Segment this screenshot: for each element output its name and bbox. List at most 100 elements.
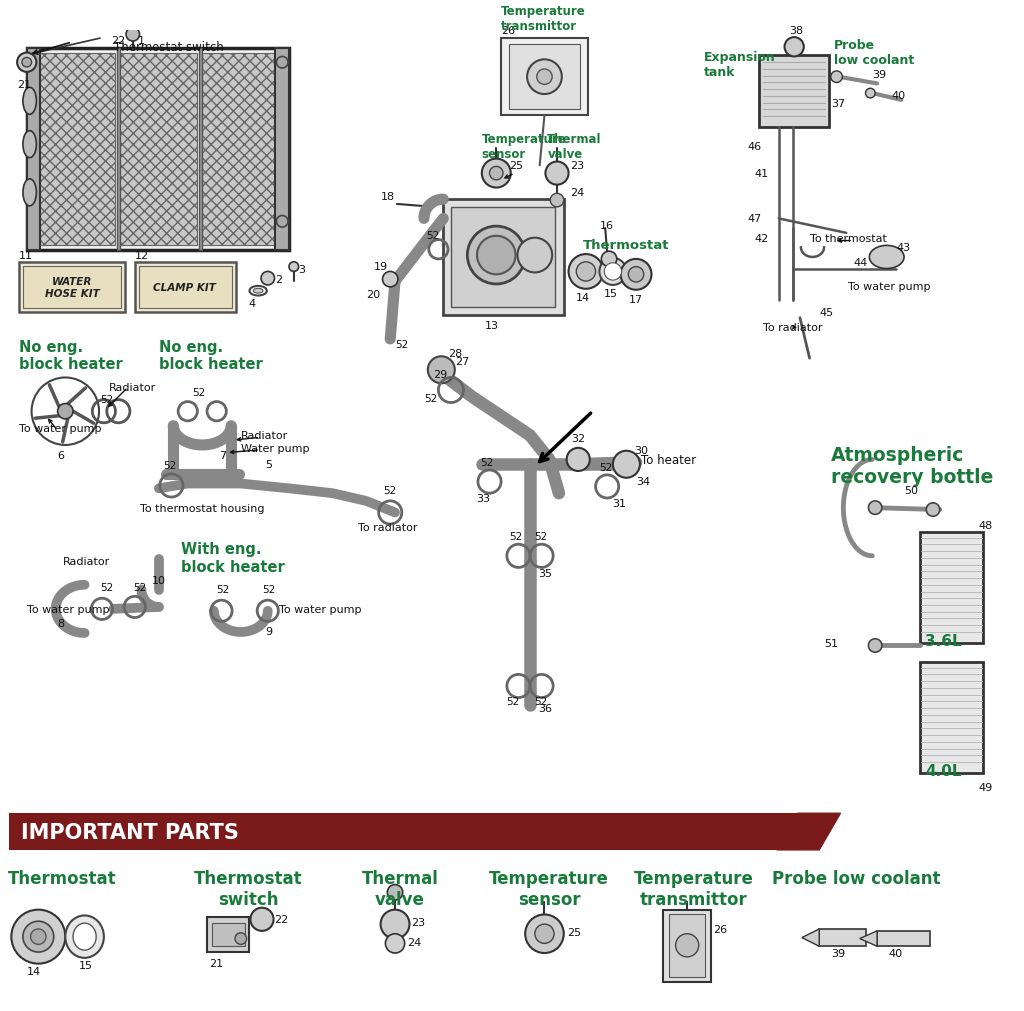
Bar <box>207 917 250 952</box>
Circle shape <box>251 908 273 931</box>
Text: 23: 23 <box>412 917 426 927</box>
Text: Expansion
tank: Expansion tank <box>703 51 775 79</box>
Text: 26: 26 <box>501 26 515 36</box>
Ellipse shape <box>250 286 267 296</box>
Bar <box>664 910 712 982</box>
Text: 28: 28 <box>449 349 462 359</box>
Ellipse shape <box>66 916 103 957</box>
Text: Radiator: Radiator <box>62 556 110 566</box>
Text: 40: 40 <box>892 91 905 101</box>
Text: 34: 34 <box>636 476 650 486</box>
Ellipse shape <box>73 923 96 950</box>
Text: 31: 31 <box>612 498 626 509</box>
Text: 52: 52 <box>509 532 522 542</box>
Ellipse shape <box>23 88 37 115</box>
Text: 13: 13 <box>484 320 499 331</box>
Text: 52: 52 <box>395 340 409 350</box>
Text: Atmospheric
recovery bottle: Atmospheric recovery bottle <box>830 446 993 486</box>
Text: 38: 38 <box>790 26 803 36</box>
Circle shape <box>126 28 139 42</box>
Bar <box>509 44 581 110</box>
Text: 4: 4 <box>249 299 256 309</box>
Text: 52: 52 <box>426 231 439 241</box>
Text: 45: 45 <box>819 307 834 317</box>
Bar <box>451 207 555 307</box>
Text: 52: 52 <box>424 393 437 403</box>
Bar <box>921 532 983 643</box>
Circle shape <box>784 38 804 58</box>
Text: No eng.
block heater: No eng. block heater <box>19 340 123 372</box>
Circle shape <box>550 194 564 207</box>
Text: 35: 35 <box>538 569 552 578</box>
Text: 52: 52 <box>100 582 114 591</box>
Circle shape <box>613 451 640 478</box>
Bar <box>37 54 116 246</box>
Polygon shape <box>777 814 841 850</box>
Ellipse shape <box>869 246 904 269</box>
Bar <box>443 200 564 315</box>
Bar <box>23 266 121 308</box>
Text: 36: 36 <box>538 704 552 714</box>
Circle shape <box>381 910 410 938</box>
Text: Temperature
transmittor: Temperature transmittor <box>501 5 586 33</box>
Text: To water pump: To water pump <box>848 282 931 292</box>
Circle shape <box>57 404 73 420</box>
Text: 21: 21 <box>210 957 223 968</box>
Bar <box>921 662 983 773</box>
Text: 52: 52 <box>480 458 494 468</box>
Ellipse shape <box>23 131 37 159</box>
Text: Radiator: Radiator <box>241 431 288 441</box>
Bar <box>27 49 289 251</box>
Text: 25: 25 <box>509 161 523 171</box>
Text: To thermostat housing: To thermostat housing <box>139 503 264 514</box>
Circle shape <box>577 263 596 282</box>
Text: 52: 52 <box>100 394 114 404</box>
Text: 52: 52 <box>164 461 177 470</box>
Text: Thermostat
switch: Thermostat switch <box>195 869 303 908</box>
Text: 52: 52 <box>534 696 547 706</box>
Ellipse shape <box>23 180 37 206</box>
Text: 29: 29 <box>433 370 447 380</box>
Circle shape <box>31 929 46 944</box>
Circle shape <box>868 639 882 652</box>
Circle shape <box>525 915 564 953</box>
Text: 24: 24 <box>408 937 422 946</box>
Circle shape <box>517 239 552 273</box>
Bar <box>27 49 40 251</box>
Text: Probe
low coolant: Probe low coolant <box>834 39 914 67</box>
Text: 8: 8 <box>57 619 65 629</box>
Circle shape <box>477 237 515 275</box>
Bar <box>9 814 800 850</box>
Circle shape <box>676 934 698 957</box>
Text: 42: 42 <box>755 234 769 244</box>
Text: 32: 32 <box>571 434 586 444</box>
Text: 10: 10 <box>153 575 166 585</box>
Circle shape <box>489 167 503 181</box>
Text: 39: 39 <box>830 948 845 958</box>
Circle shape <box>22 59 32 68</box>
Text: Temperature
sensor: Temperature sensor <box>489 869 609 908</box>
Text: 21: 21 <box>17 80 32 90</box>
Text: No eng.
block heater: No eng. block heater <box>159 340 262 372</box>
Circle shape <box>830 72 843 83</box>
Text: 6: 6 <box>57 450 63 460</box>
Text: 40: 40 <box>889 948 903 958</box>
Text: 51: 51 <box>824 638 838 648</box>
Text: 26: 26 <box>713 924 727 934</box>
Circle shape <box>276 58 288 69</box>
Circle shape <box>428 357 455 384</box>
Circle shape <box>11 910 66 963</box>
Text: 52: 52 <box>133 583 146 592</box>
Text: 52: 52 <box>534 532 547 542</box>
Text: With eng.
block heater: With eng. block heater <box>181 542 285 574</box>
Text: To radiator: To radiator <box>358 523 418 533</box>
Text: 14: 14 <box>577 292 591 302</box>
Text: 5: 5 <box>265 460 272 469</box>
Text: 15: 15 <box>604 288 618 298</box>
Text: 24: 24 <box>570 188 585 198</box>
Circle shape <box>537 70 552 85</box>
Text: 52: 52 <box>262 584 275 594</box>
Text: 7: 7 <box>219 450 226 460</box>
Text: 46: 46 <box>748 142 762 152</box>
Text: 27: 27 <box>455 357 469 367</box>
